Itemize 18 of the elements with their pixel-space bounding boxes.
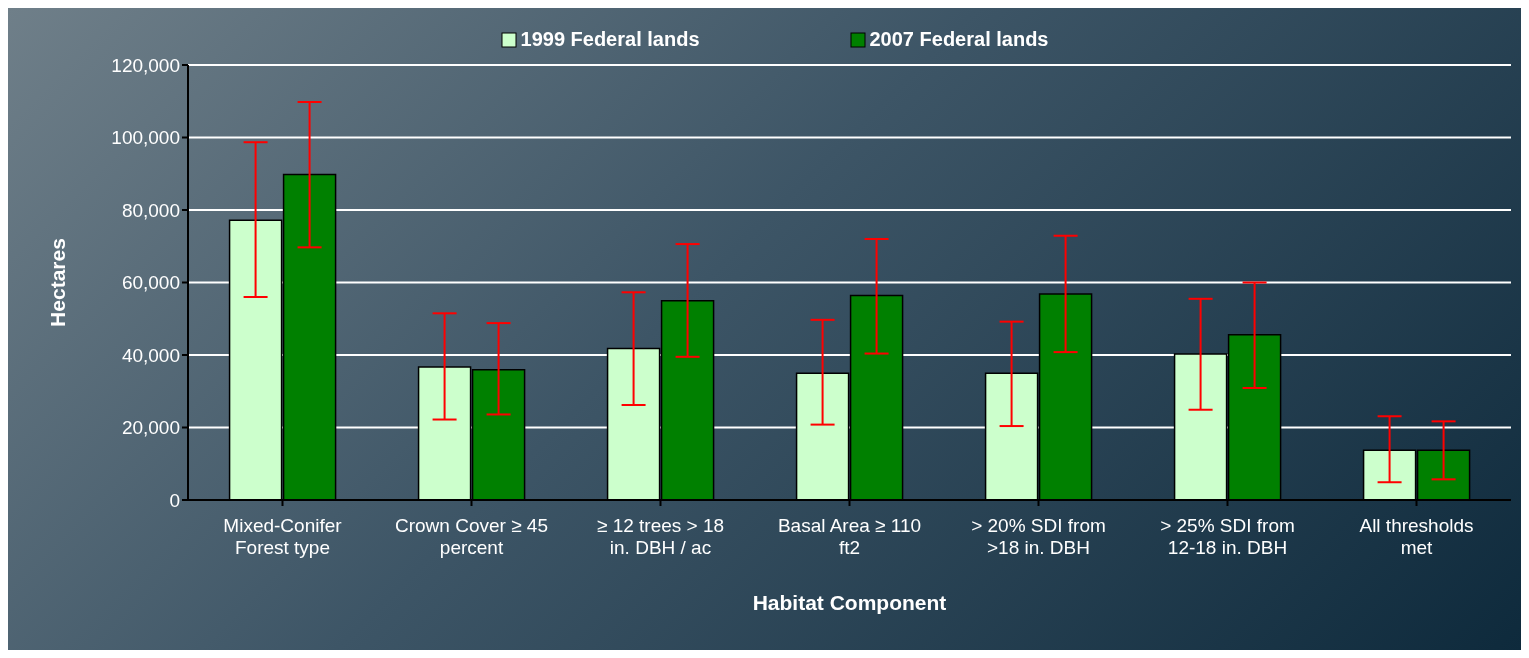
x-tick-label: Crown Cover ≥ 45 percent	[395, 515, 548, 558]
legend-label: 2007 Federal lands	[869, 28, 1049, 51]
y-tick-label: 120,000	[111, 54, 180, 76]
y-tick-label: 60,000	[121, 272, 180, 294]
x-tick-label: Basal Area ≥ 110 ft2	[777, 515, 922, 558]
y-tick-label: 80,000	[121, 199, 180, 221]
legend-label: 1999 Federal lands	[520, 28, 700, 51]
x-tick-label: > 25% SDI from 12-18 in. DBH	[1160, 515, 1295, 558]
x-tick-label: Mixed-Conifer Forest type	[223, 515, 343, 558]
y-tick-label: 40,000	[121, 344, 180, 366]
x-tick-label: > 20% SDI from >18 in. DBH	[971, 515, 1106, 558]
y-axis-title: Hectares	[46, 238, 70, 327]
y-tick-label: 20,000	[121, 417, 180, 439]
x-tick-label: All thresholds met	[1359, 515, 1474, 558]
y-tick-label: 100,000	[111, 127, 180, 149]
x-axis-title: Habitat Component	[752, 591, 947, 614]
x-tick-label: ≥ 12 trees > 18 in. DBH / ac	[596, 515, 725, 558]
y-tick-label: 0	[169, 489, 180, 511]
